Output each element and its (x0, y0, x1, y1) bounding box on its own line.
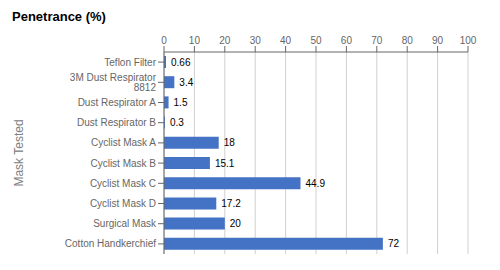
svg-text:60: 60 (341, 35, 353, 46)
svg-text:Dust Respirator B: Dust Respirator B (77, 117, 156, 128)
svg-text:0: 0 (161, 35, 167, 46)
svg-text:30: 30 (250, 35, 262, 46)
svg-text:50: 50 (310, 35, 322, 46)
svg-text:0.66: 0.66 (171, 57, 191, 68)
svg-text:20: 20 (219, 35, 231, 46)
svg-text:80: 80 (402, 35, 414, 46)
svg-text:17.2: 17.2 (221, 198, 241, 209)
svg-text:Mask Tested: Mask Tested (12, 119, 26, 186)
svg-text:44.9: 44.9 (305, 178, 325, 189)
svg-text:40: 40 (280, 35, 292, 46)
svg-text:0.3: 0.3 (170, 117, 184, 128)
svg-text:Cyclist Mask A: Cyclist Mask A (91, 137, 156, 148)
html-text:Penetrance (%): Penetrance (%) (12, 9, 106, 24)
svg-text:20: 20 (230, 218, 242, 229)
svg-text:Surgical Mask: Surgical Mask (93, 218, 157, 229)
svg-text:72: 72 (388, 238, 400, 249)
svg-text:10: 10 (189, 35, 201, 46)
svg-text:100: 100 (460, 35, 477, 46)
svg-text:1.5: 1.5 (174, 97, 188, 108)
svg-text:18: 18 (224, 137, 236, 148)
svg-text:Cyclist Mask B: Cyclist Mask B (90, 158, 156, 169)
svg-text:15.1: 15.1 (215, 158, 235, 169)
svg-text:Cyclist Mask D: Cyclist Mask D (90, 198, 156, 209)
svg-text:70: 70 (371, 35, 383, 46)
svg-text:Teflon Filter: Teflon Filter (104, 57, 156, 68)
svg-text:Cyclist Mask C: Cyclist Mask C (90, 178, 156, 189)
svg-text:90: 90 (432, 35, 444, 46)
svg-text:Dust Respirator A: Dust Respirator A (78, 97, 157, 108)
svg-text:Cotton Handkerchief: Cotton Handkerchief (65, 238, 156, 249)
svg-text:3.4: 3.4 (179, 77, 193, 88)
svg-text:3M Dust Respirator8812: 3M Dust Respirator8812 (70, 72, 157, 93)
